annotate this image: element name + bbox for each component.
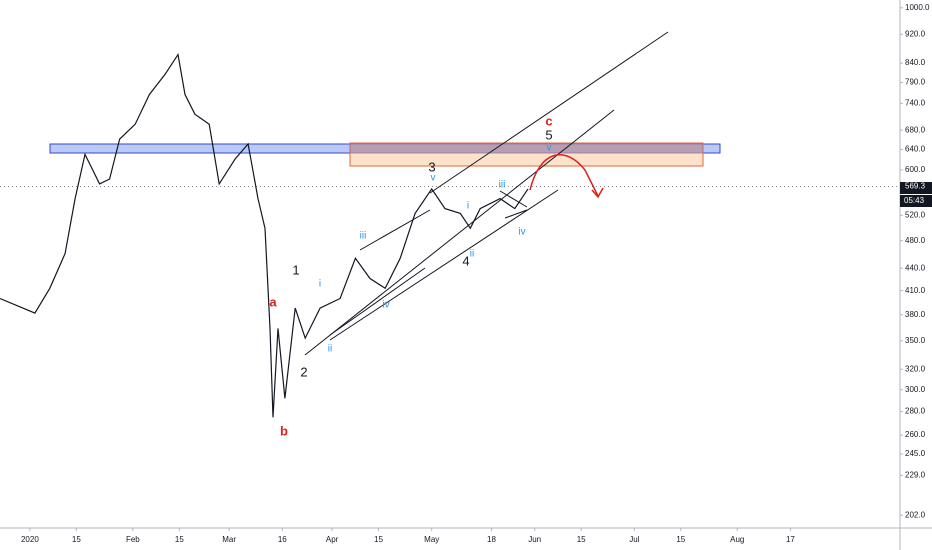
x-tick-label: Jul [629,535,639,544]
y-tick-label: 640.0 [905,145,926,154]
wave-label: iv [382,300,389,311]
wave-label: iv [518,227,525,238]
trend-line [499,190,528,208]
x-tick-label: Apr [326,535,339,544]
y-tick-label: 680.0 [905,125,926,134]
y-tick-label: 202.0 [905,510,926,519]
price-tag [900,182,932,194]
wave-label: 3 [428,159,435,174]
trend-line [359,209,431,251]
wave-label: v [547,143,552,154]
overlap-zone [350,143,703,153]
y-tick-label: 520.0 [905,210,926,219]
x-tick-label: 15 [676,535,685,544]
y-tick-label: 840.0 [905,58,926,67]
wave-label: 4 [462,253,469,268]
last-price-label: 569.3 [905,182,926,191]
wave-label: i [319,279,321,290]
trend-line [329,189,559,341]
arrow-head [591,187,604,199]
trend-line [504,209,528,219]
y-tick-label: 260.0 [905,430,926,439]
wave-label: iii [499,180,506,191]
wave-label: c [545,113,552,128]
y-tick-label: 740.0 [905,98,926,107]
y-tick-label: 1000.0 [905,3,930,12]
x-tick-label: Feb [126,535,140,544]
wave-label: 5 [545,127,552,142]
projection-arrow [529,153,599,197]
trend-line [429,31,669,194]
x-tick-label: 2020 [21,535,39,544]
wave-label: i [467,201,469,212]
x-tick-label: 15 [577,535,586,544]
y-tick-label: 280.0 [905,407,926,416]
y-tick-label: 300.0 [905,385,926,394]
channel-lines [304,31,669,356]
x-tick-label: 18 [487,535,496,544]
x-tick-label: 15 [72,535,81,544]
y-tick-label: 790.0 [905,78,926,87]
wave-label: 2 [300,364,307,379]
y-tick-label: 350.0 [905,336,926,345]
wave-label: v [431,173,436,184]
wave-label: iii [360,231,367,242]
x-tick-label: Jun [528,535,541,544]
trend-line [304,109,615,356]
x-tick-label: 15 [374,535,383,544]
y-tick-label: 320.0 [905,364,926,373]
wave-label: b [280,423,288,438]
y-tick-label: 920.0 [905,29,926,38]
wave-label: ii [328,344,332,355]
y-tick-label: 440.0 [905,263,926,272]
y-tick-label: 229.0 [905,470,926,479]
wave-label: a [269,294,277,309]
y-tick-label: 600.0 [905,165,926,174]
wave-label: ii [470,249,474,260]
countdown-tag [900,195,932,207]
countdown: 05:43 [904,196,925,205]
y-tick-label: 380.0 [905,310,926,319]
x-tick-label: 16 [278,535,287,544]
price-line [0,53,529,418]
x-tick-label: Aug [730,535,744,544]
x-tick-label: 17 [786,535,795,544]
wave-label: 1 [292,262,299,277]
y-tick-label: 480.0 [905,236,926,245]
x-tick-label: 15 [175,535,184,544]
x-tick-label: Mar [222,535,236,544]
y-tick-label: 245.0 [905,449,926,458]
trend-line [329,267,426,336]
y-tick-label: 410.0 [905,286,926,295]
target-zone [349,142,704,167]
x-tick-label: May [424,535,439,544]
